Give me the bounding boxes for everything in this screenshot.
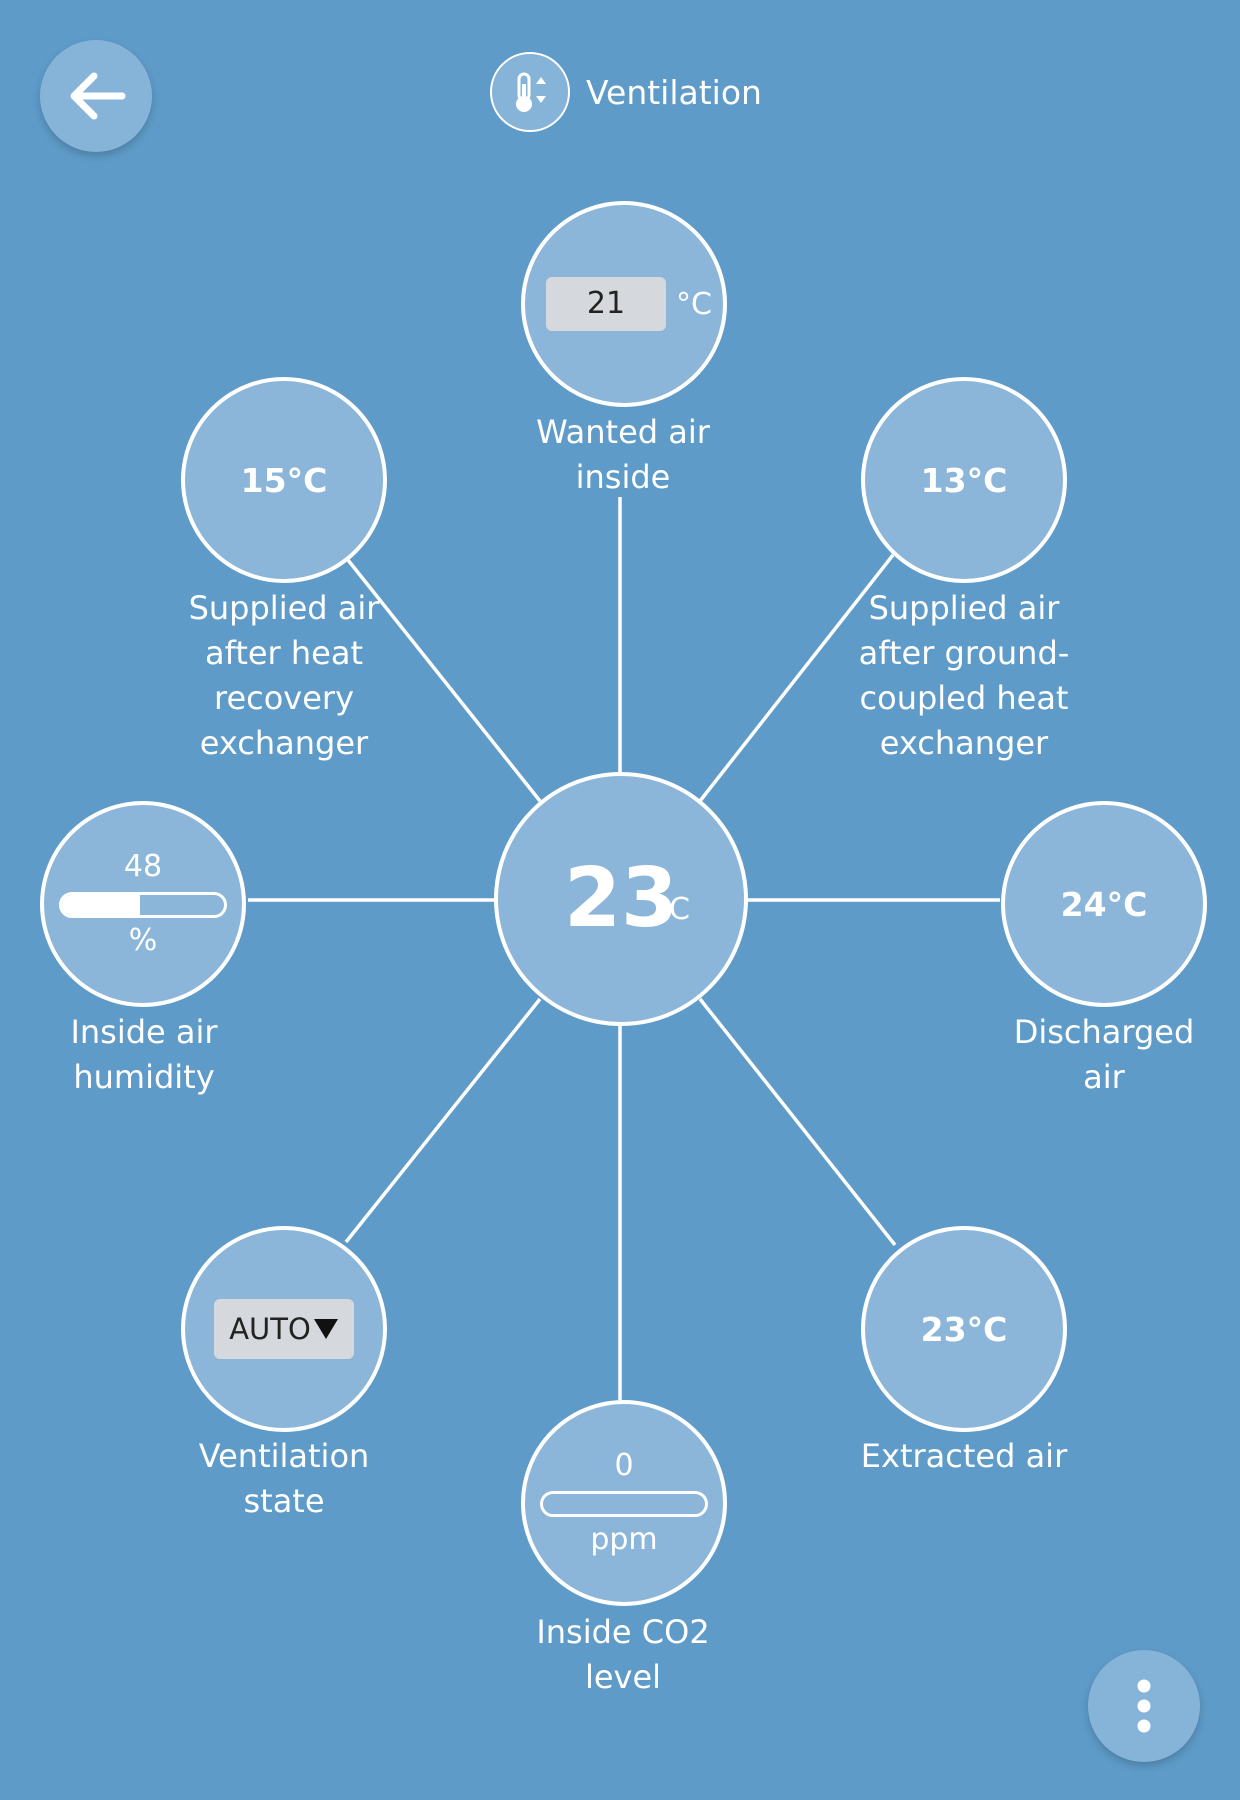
extracted-air-node: 23°C [861,1226,1067,1432]
wanted-air-input[interactable]: 21 [546,277,667,331]
page-header: Ventilation [490,50,762,134]
discharged-air-node: 24°C [1001,801,1207,1007]
co2-value: 0 [614,1448,634,1483]
co2-bar [540,1491,708,1517]
wanted-air-label: Wanted air inside [536,413,710,496]
co2-unit: ppm [590,1522,658,1557]
ventilation-state-node: AUTO [181,1226,387,1432]
wanted-air-node: 21 °C [521,201,727,407]
ventilation-state-value: AUTO [229,1312,311,1346]
wanted-air-unit: °C [676,286,712,322]
current-temperature-value: 23 [563,851,679,946]
menu-button[interactable] [1088,1650,1200,1762]
ventilation-state-select[interactable]: AUTO [214,1299,354,1359]
extracted-air-label: Extracted air [860,1437,1068,1475]
co2-node: 0 ppm [521,1400,727,1606]
humidity-node: 48 % [40,801,246,1007]
extracted-air-value: 23°C [920,1309,1008,1349]
humidity-bar-fill [62,895,140,915]
line-ventilation-state [344,997,542,1244]
humidity-label: Inside air humidity [70,1013,218,1096]
ground-coupled-label: Supplied air after ground- coupled heat … [858,589,1070,762]
line-ground-coupled [698,553,895,803]
heat-recovery-node: 15°C [181,377,387,583]
humidity-unit: % [128,923,158,958]
ground-coupled-node: 13°C [861,377,1067,583]
thermometer-updown-icon [490,52,570,132]
back-button[interactable] [40,40,152,152]
line-heat-recovery [346,558,542,803]
humidity-value: 48 [123,849,163,884]
ground-coupled-value: 13°C [920,460,1008,500]
arrow-left-icon [70,72,126,120]
humidity-bar [59,892,227,918]
heat-recovery-label: Supplied air after heat recovery exchang… [188,589,380,762]
discharged-air-value: 24°C [1060,884,1148,924]
co2-label: Inside CO2 level [536,1613,710,1696]
discharged-air-label: Discharged air [1013,1013,1195,1096]
more-vertical-icon [1137,1679,1151,1733]
current-temperature-node: 23 °C [494,772,748,1026]
current-temperature-unit: °C [654,892,690,927]
heat-recovery-value: 15°C [240,460,328,500]
triangle-down-icon [313,1319,338,1339]
ventilation-state-label: Ventilation state [198,1437,370,1520]
page-title: Ventilation [586,72,762,112]
line-extracted [698,997,897,1247]
